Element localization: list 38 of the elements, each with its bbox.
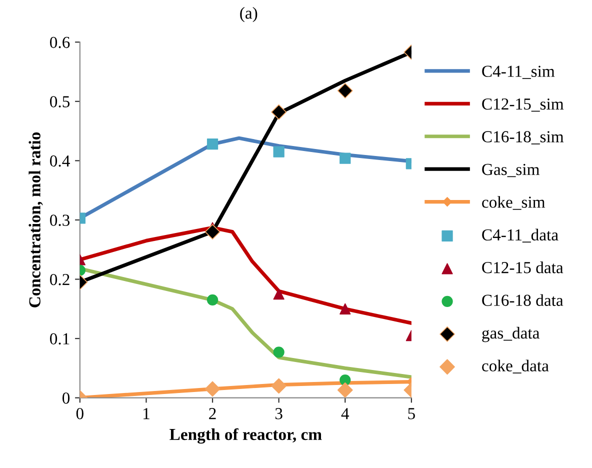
- x-tick-label: 2: [209, 408, 216, 420]
- legend-label: C4-11_data: [482, 228, 558, 242]
- x-tick-label: 4: [341, 408, 350, 420]
- point: [340, 374, 351, 386]
- point: [271, 378, 287, 394]
- legend-label: C16-18 data: [482, 294, 564, 306]
- chart-title: (a): [240, 7, 258, 22]
- legend-label: coke_sim: [482, 196, 546, 210]
- point: [273, 346, 284, 358]
- y-tick-label: 0.3: [50, 214, 70, 226]
- legend-label: C16-18_sim: [482, 131, 564, 144]
- legend-label: coke_data: [482, 360, 549, 374]
- point: [206, 294, 218, 306]
- x-axis-title: Length of reactor, cm: [170, 428, 322, 444]
- point: [204, 224, 220, 240]
- point: [337, 382, 353, 398]
- legend-label: Gas_sim: [482, 164, 540, 178]
- y-tick-label: 0.2: [50, 274, 70, 286]
- y-axis-title: Concentration, mol ratio: [28, 132, 43, 308]
- y-tick-label: 0: [62, 392, 70, 404]
- x-tick-label: 0: [76, 408, 84, 420]
- x-tick-label: 3: [275, 408, 282, 420]
- point: [271, 104, 287, 120]
- x-tick-label: 1: [144, 408, 150, 420]
- point: [206, 138, 218, 150]
- legend-label: C12-15 data: [482, 262, 564, 274]
- legend-label: C12-15_sim: [482, 98, 564, 112]
- y-tick-label: 0.1: [50, 333, 70, 345]
- point: [340, 152, 351, 164]
- y-tick-label: 0.4: [50, 155, 70, 167]
- x-tick-label: 5: [408, 408, 415, 420]
- legend-label: gas_data: [482, 326, 540, 342]
- y-tick-label: 0.6: [50, 36, 70, 48]
- point: [204, 381, 220, 397]
- legend-label: C4-11_sim: [482, 66, 555, 79]
- point: [337, 83, 353, 98]
- y-tick-label: 0.5: [50, 96, 70, 108]
- point: [273, 146, 284, 158]
